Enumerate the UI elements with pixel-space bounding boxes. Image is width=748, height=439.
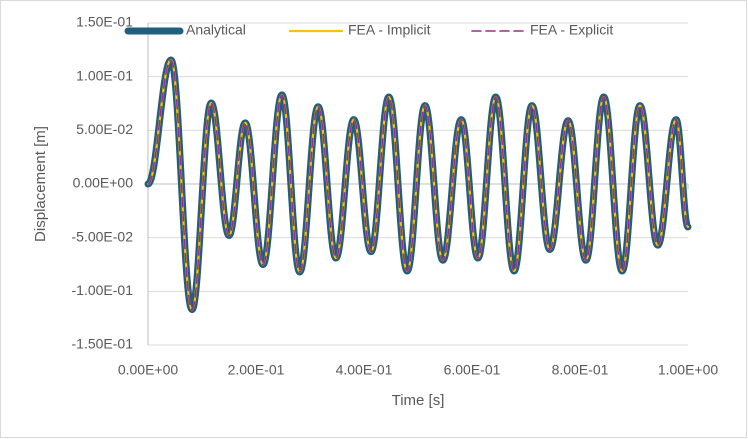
- y-tick-label: 1.50E-01: [76, 14, 133, 30]
- x-axis-title: Time [s]: [392, 392, 445, 409]
- y-tick-label: -1.50E-01: [72, 336, 134, 352]
- x-tick-label: 4.00E-01: [336, 362, 393, 378]
- y-tick-label: -1.00E-01: [72, 282, 134, 298]
- x-tick-label: 1.00E+00: [658, 362, 719, 378]
- legend-label: Analytical: [186, 22, 246, 38]
- series-line: [147, 59, 689, 311]
- x-tick-label: 2.00E-01: [228, 362, 285, 378]
- y-tick-label: 0.00E+00: [73, 175, 134, 191]
- y-tick-label: 1.00E-01: [76, 67, 133, 83]
- x-tick-label: 8.00E-01: [552, 362, 609, 378]
- y-tick-label: -5.00E-02: [72, 228, 134, 244]
- y-tick-label: 5.00E-02: [76, 121, 133, 137]
- x-tick-label: 0.00E+00: [118, 362, 179, 378]
- legend-label: FEA - Implicit: [348, 22, 431, 38]
- legend-label: FEA - Explicit: [530, 22, 613, 38]
- y-axis-title: Displacement [m]: [32, 126, 49, 242]
- x-tick-label: 6.00E-01: [444, 362, 501, 378]
